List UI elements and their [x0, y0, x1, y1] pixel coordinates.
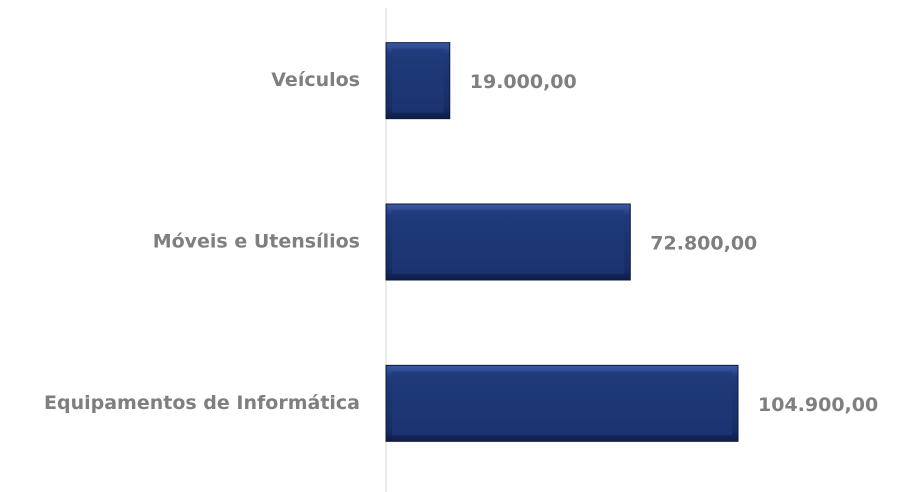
category-label: Móveis e Utensílios: [153, 231, 360, 253]
bar-bevel: [392, 48, 444, 113]
bar-bevel: [392, 371, 732, 436]
value-label: 72.800,00: [650, 233, 757, 255]
value-label: 19.000,00: [470, 71, 577, 93]
category-label: Equipamentos de Informática: [44, 392, 360, 414]
bar-bevel: [392, 210, 625, 274]
category-label: Veículos: [271, 69, 360, 91]
value-label: 104.900,00: [758, 394, 878, 416]
